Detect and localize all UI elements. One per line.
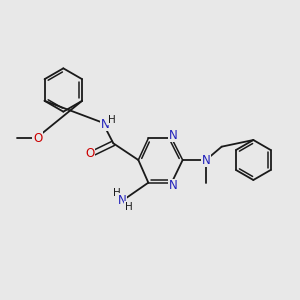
Text: O: O	[85, 147, 94, 160]
Text: H: H	[113, 188, 121, 198]
Text: N: N	[169, 129, 178, 142]
Text: N: N	[169, 179, 178, 192]
Text: H: H	[108, 115, 116, 125]
Text: H: H	[125, 202, 133, 212]
Text: O: O	[33, 132, 42, 145]
Text: N: N	[118, 194, 126, 206]
Text: N: N	[101, 118, 110, 131]
Text: N: N	[202, 154, 210, 166]
